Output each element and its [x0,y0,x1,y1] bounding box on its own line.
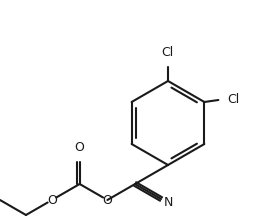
Text: Cl: Cl [161,46,173,59]
Text: Cl: Cl [227,94,240,107]
Text: O: O [47,194,57,206]
Text: O: O [75,141,85,154]
Text: N: N [163,196,173,209]
Text: O: O [102,194,112,206]
